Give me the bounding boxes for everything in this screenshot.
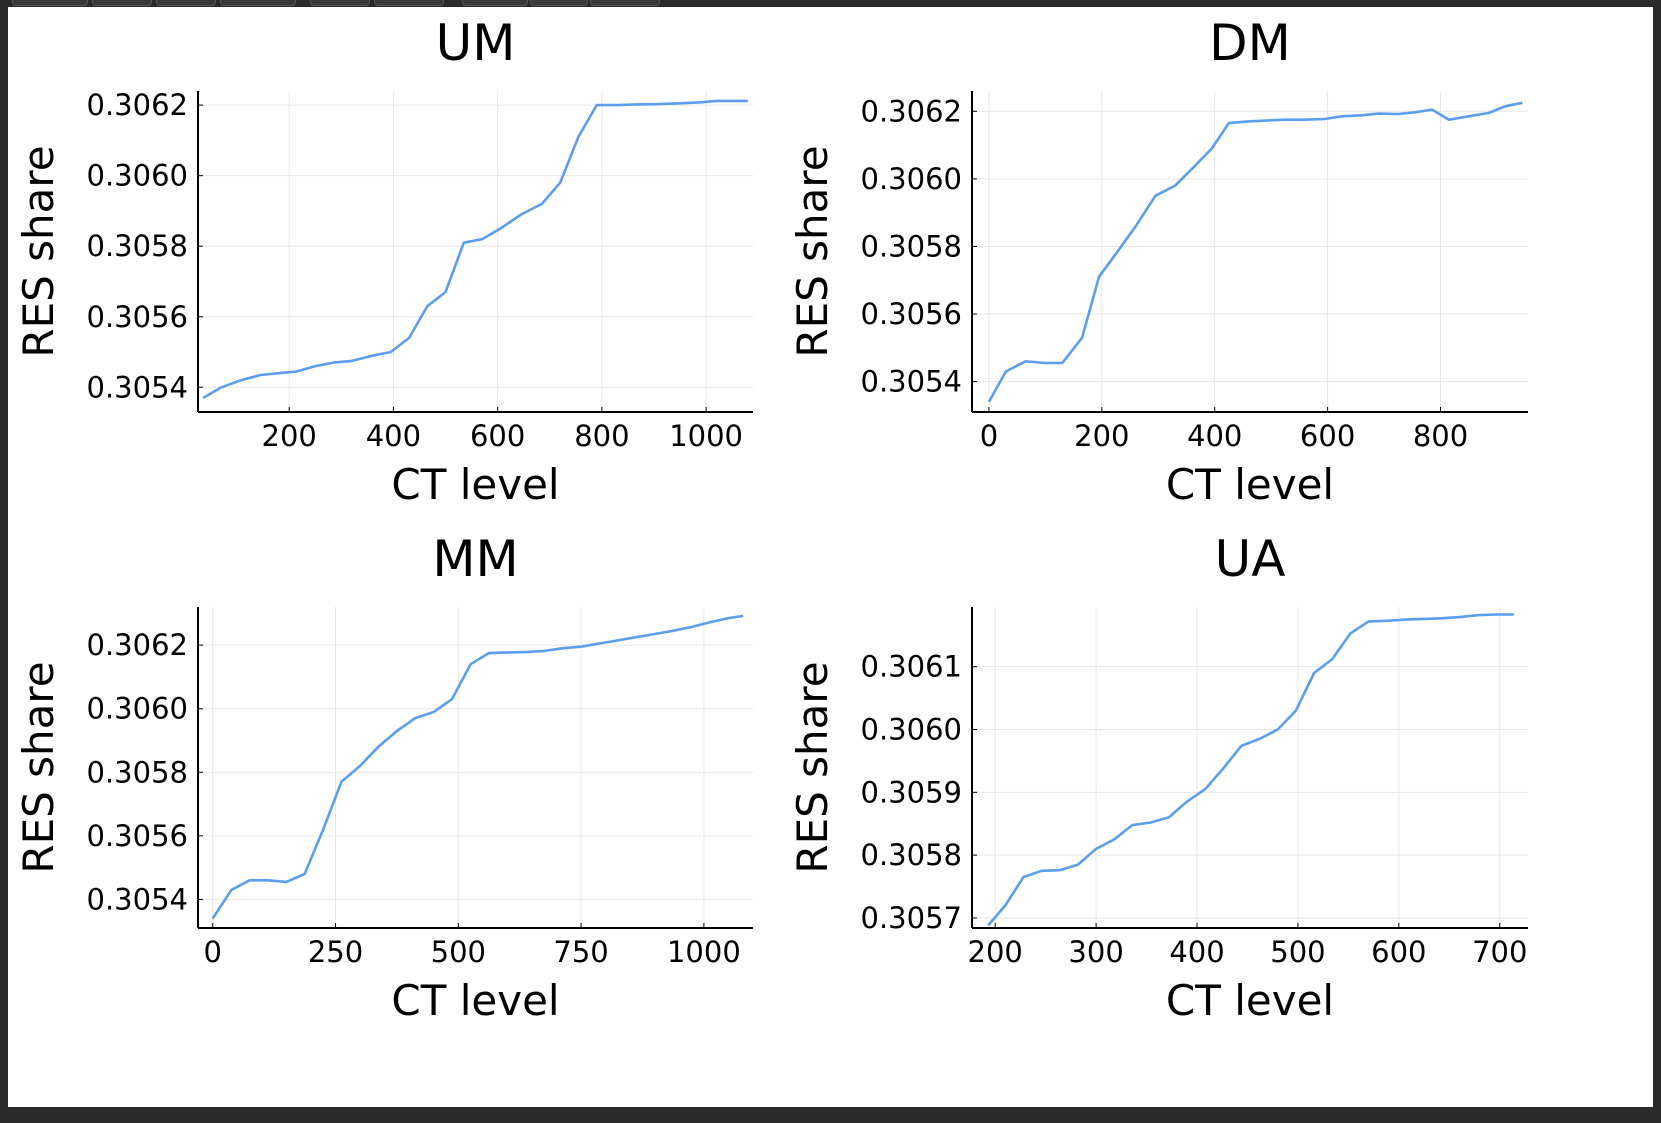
x-tick-label: 750	[553, 935, 608, 969]
x-axis-label: CT level	[391, 460, 559, 509]
series-line-y1	[202, 99, 748, 400]
tab[interactable]	[462, 0, 528, 6]
x-tick-label: 600	[470, 419, 525, 453]
y-tick-label: 0.3056	[861, 297, 962, 331]
y-tick-label: 0.3062	[87, 628, 188, 662]
y-tick-label: 0.3060	[87, 692, 188, 726]
tab[interactable]	[92, 0, 152, 6]
tab[interactable]	[590, 0, 660, 6]
tab[interactable]	[220, 0, 296, 6]
x-tick-label: 200	[1074, 419, 1129, 453]
chart-panel-ua: 200 300 400 500 600 700 0.3057 0.3058 0.3059 0.30…	[788, 530, 1528, 1025]
y-tick-label: 0.3056	[87, 819, 188, 853]
y-axis-label: RES share	[14, 661, 63, 873]
y-axis-label: RES share	[14, 145, 63, 357]
series-line-y1	[987, 101, 1523, 403]
y-tick-label: 0.3060	[87, 159, 188, 193]
chart-title: UA	[1215, 530, 1286, 588]
x-axis-label: CT level	[1166, 460, 1334, 509]
y-axis-label: RES share	[788, 145, 837, 357]
x-tick-label: 600	[1371, 935, 1426, 969]
chart-title: MM	[432, 530, 518, 588]
tab[interactable]	[310, 0, 370, 6]
x-tick-label: 800	[574, 419, 629, 453]
y-tick-label: 0.3054	[87, 370, 188, 404]
x-axis-label: CT level	[1166, 976, 1334, 1025]
x-tick-label: 400	[366, 419, 421, 453]
x-tick-label: 0	[204, 935, 222, 969]
y-axis-label: RES share	[788, 661, 837, 873]
x-tick-label: 700	[1472, 935, 1527, 969]
chart-title: DM	[1209, 14, 1291, 72]
tab[interactable]	[374, 0, 444, 6]
x-tick-label: 400	[1187, 419, 1242, 453]
x-tick-label: 800	[1413, 419, 1468, 453]
plot-canvas: 200 400 600 800 1000 0.3054 0.3056 0.3058 0.3060…	[8, 7, 1653, 1107]
y-tick-label: 0.3058	[861, 229, 962, 263]
x-tick-label: 300	[1068, 935, 1123, 969]
y-tick-label: 0.3056	[87, 300, 188, 334]
y-tick-label: 0.3060	[861, 162, 962, 196]
y-tick-label: 0.3060	[861, 712, 962, 746]
y-tick-label: 0.3054	[87, 882, 188, 916]
x-tick-label: 500	[431, 935, 486, 969]
x-tick-label: 0	[980, 419, 998, 453]
x-tick-label: 400	[1169, 935, 1224, 969]
series-line-y1	[987, 613, 1514, 927]
x-axis-label: CT level	[391, 976, 559, 1025]
x-tick-label: 200	[262, 419, 317, 453]
y-tick-label: 0.3061	[861, 650, 962, 684]
x-tick-label: 200	[968, 935, 1023, 969]
tab[interactable]	[156, 0, 216, 6]
y-tick-label: 0.3058	[87, 229, 188, 263]
tab-strip	[0, 0, 1661, 7]
chart-title: UM	[436, 14, 516, 72]
chart-panel-um: 200 400 600 800 1000 0.3054 0.3056 0.3058 0.3060…	[14, 14, 753, 509]
x-tick-label: 500	[1270, 935, 1325, 969]
x-tick-label: 1000	[667, 935, 741, 969]
tab[interactable]	[530, 0, 588, 6]
y-tick-label: 0.3058	[87, 755, 188, 789]
series-line-y1	[211, 614, 744, 920]
y-tick-label: 0.3054	[861, 365, 962, 399]
x-tick-label: 600	[1300, 419, 1355, 453]
chart-panel-dm: 0 200 400 600 800 0.3054 0.3056 0.3058 0.3060 0.3…	[788, 14, 1528, 509]
y-tick-label: 0.3059	[861, 775, 962, 809]
x-tick-label: 1000	[669, 419, 743, 453]
x-tick-label: 250	[308, 935, 363, 969]
y-tick-label: 0.3058	[861, 838, 962, 872]
chart-panel-mm: 0 250 500 750 1000 0.3054 0.3056 0.3058 0.3060 0.…	[14, 530, 753, 1025]
y-tick-label: 0.3062	[87, 88, 188, 122]
y-tick-label: 0.3062	[861, 94, 962, 128]
y-tick-label: 0.3057	[861, 901, 962, 935]
figure-svg: 200 400 600 800 1000 0.3054 0.3056 0.3058 0.3060…	[14, 14, 1528, 1025]
tab[interactable]	[12, 0, 88, 6]
